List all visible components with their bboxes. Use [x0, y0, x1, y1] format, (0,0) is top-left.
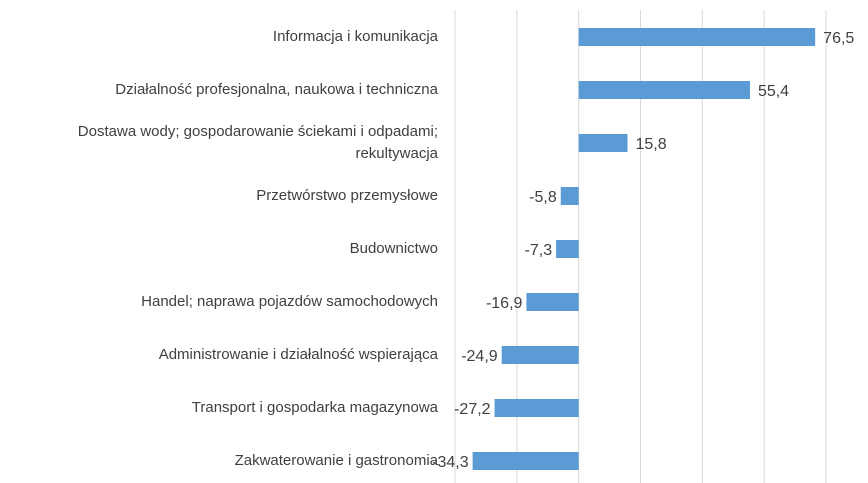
- bar: [556, 240, 579, 258]
- bar: [526, 293, 579, 311]
- category-label: Budownictwo: [349, 240, 438, 257]
- bar: [578, 28, 816, 46]
- category-label: Administrowanie i działalność wspierając…: [158, 346, 438, 363]
- data-label: -27,2: [454, 401, 491, 418]
- category-label: Transport i gospodarka magazynowa: [191, 399, 438, 416]
- data-label: 15,8: [636, 136, 667, 153]
- data-label: -34,3: [432, 454, 469, 471]
- category-label: Handel; naprawa pojazdów samochodowych: [141, 293, 438, 310]
- bar: [560, 187, 579, 205]
- data-label: -24,9: [461, 348, 498, 365]
- bar: [578, 81, 750, 99]
- bar: [494, 399, 579, 417]
- category-label: Informacja i komunikacja: [272, 28, 438, 45]
- category-label: Dostawa wody; gospodarowanie ściekami i …: [77, 123, 438, 162]
- bar: [472, 452, 579, 470]
- data-label: 76,5: [823, 30, 854, 47]
- bar: [501, 346, 579, 364]
- category-label: Przetwórstwo przemysłowe: [256, 187, 438, 204]
- data-label: -16,9: [486, 295, 523, 312]
- data-label: -7,3: [525, 242, 553, 259]
- data-label: 55,4: [758, 83, 789, 100]
- bar: [578, 134, 628, 152]
- category-label: Zakwaterowanie i gastronomia: [234, 452, 438, 469]
- category-label: Działalność profesjonalna, naukowa i tec…: [115, 81, 438, 98]
- data-label: -5,8: [529, 189, 557, 206]
